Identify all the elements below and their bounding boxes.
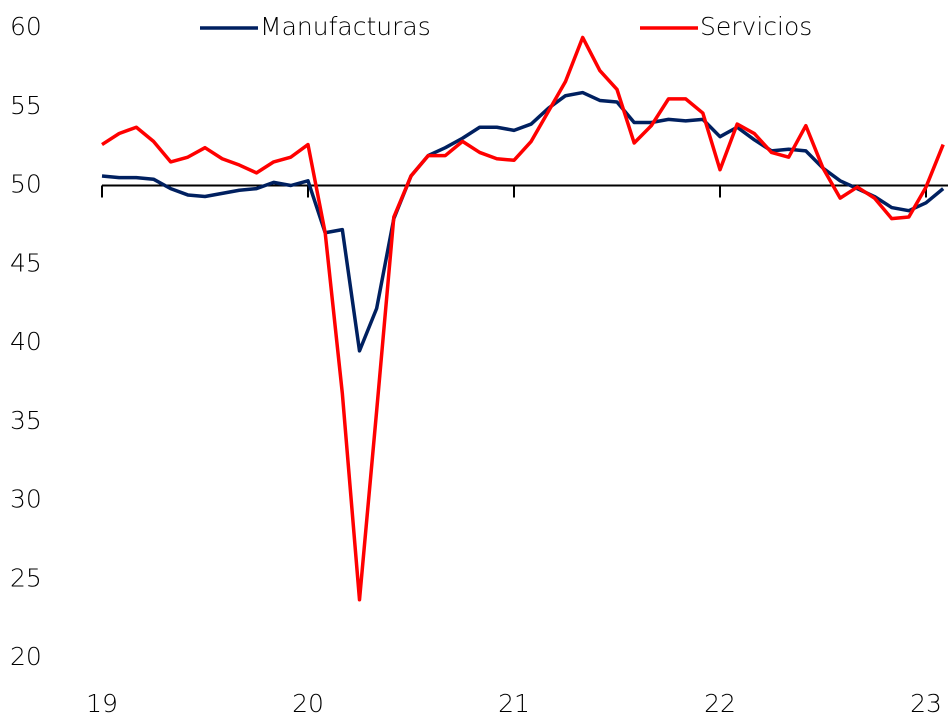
y-tick-label: 50 xyxy=(10,170,42,199)
x-tick-label: 23 xyxy=(910,689,942,718)
x-tick-label: 20 xyxy=(292,689,324,718)
x-tick-label: 22 xyxy=(704,689,736,718)
series-line xyxy=(101,90,945,353)
y-tick-label: 30 xyxy=(10,485,42,514)
y-tick-label: 25 xyxy=(10,563,42,592)
y-tick-label: 35 xyxy=(10,406,42,435)
y-tick-label: 60 xyxy=(10,12,42,41)
y-tick-label: 20 xyxy=(10,642,42,671)
legend-label: Servicios xyxy=(700,12,812,41)
series-line xyxy=(101,35,945,602)
x-tick-label: 19 xyxy=(86,689,118,718)
x-tick-label: 21 xyxy=(498,689,530,718)
y-tick-label: 40 xyxy=(10,327,42,356)
legend-label: Manufacturas xyxy=(260,12,431,41)
y-tick-label: 45 xyxy=(10,248,42,277)
y-tick-label: 55 xyxy=(10,91,42,120)
